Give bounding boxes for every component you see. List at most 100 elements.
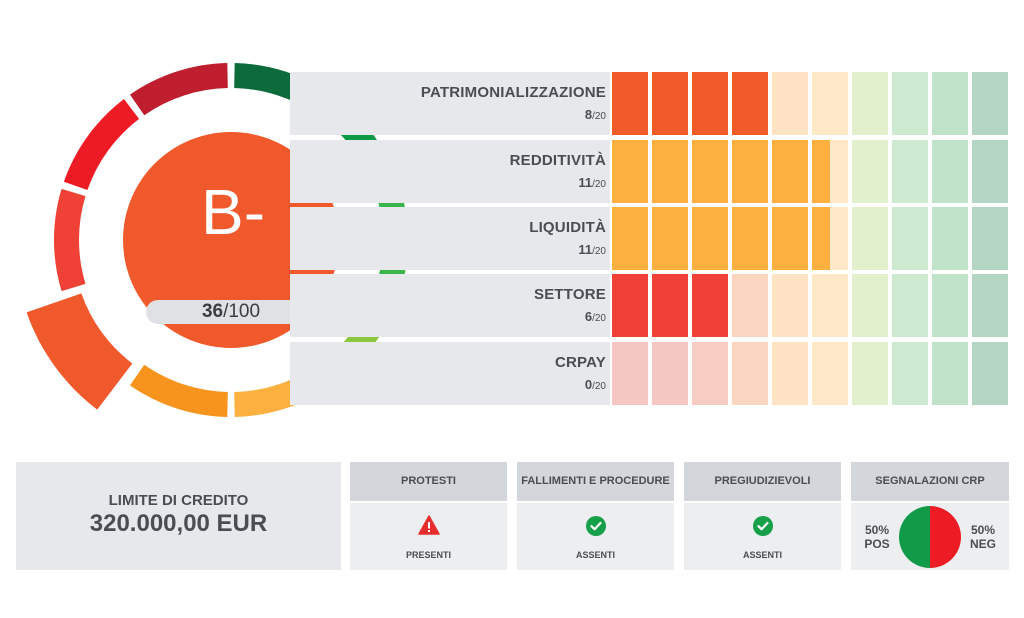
category-score-max: /20	[592, 313, 606, 324]
score-cell-fill	[652, 207, 688, 270]
card-title: SEGNALAZIONI CRP	[851, 462, 1009, 501]
score-cell	[612, 342, 648, 405]
card-title: FALLIMENTI E PROCEDURE	[517, 462, 674, 501]
category-score-value: 11	[578, 175, 593, 190]
card-title: PREGIUDIZIEVOLI	[684, 462, 841, 501]
category-score: 11/20	[510, 175, 606, 190]
score-cell	[932, 207, 968, 270]
card-status: ASSENTI	[742, 550, 782, 560]
gauge-segment	[53, 188, 86, 292]
category-name: LIQUIDITÀ	[529, 219, 606, 236]
crp-pos-label: POS	[864, 536, 890, 551]
category-score-max: /20	[592, 381, 606, 392]
score-cell	[932, 140, 968, 203]
score-cell-fill	[732, 207, 768, 270]
category-label: CRPAY 0/20	[555, 354, 606, 392]
score-cell	[852, 72, 888, 135]
rating-score-max: /100	[223, 301, 261, 322]
category-label: PATRIMONIALIZZAZIONE 8/20	[421, 84, 606, 122]
crp-pie-neg-slice	[930, 506, 961, 568]
category-row-bg	[290, 274, 610, 337]
crp-pos-pct: 50%	[864, 523, 890, 537]
score-cell	[892, 72, 928, 135]
score-cell-fill	[812, 140, 830, 203]
score-cell-fill	[812, 207, 830, 270]
score-cell	[892, 140, 928, 203]
score-cell-fill	[652, 72, 688, 135]
score-cell-fill	[692, 207, 728, 270]
warning-icon	[417, 515, 440, 535]
category-label: REDDITIVITÀ 11/20	[510, 152, 606, 190]
rating-score: 36/100	[146, 300, 316, 324]
grade-circle	[123, 132, 339, 348]
crp-pie-chart	[899, 506, 961, 568]
category-score-max: /20	[592, 111, 606, 122]
score-cell-fill	[612, 140, 648, 203]
category-score-max: /20	[592, 246, 606, 257]
score-cell-fill	[652, 274, 688, 337]
category-name: CRPAY	[554, 354, 606, 371]
score-cell	[772, 342, 808, 405]
check-icon	[752, 516, 773, 536]
credit-limit-label: LIMITE DI CREDITO	[108, 492, 249, 509]
score-cell	[972, 207, 1008, 270]
category-row-bg	[290, 207, 610, 270]
crp-neg-label: NEG	[969, 536, 996, 551]
score-cell	[892, 342, 928, 405]
rating-grade: B-	[201, 176, 265, 248]
category-score: 6/20	[534, 309, 606, 324]
score-cell	[852, 342, 888, 405]
card-title: PROTESTI	[350, 462, 507, 501]
score-cell-fill	[692, 274, 728, 337]
credit-limit-box: LIMITE DI CREDITO 320.000,00 EUR	[16, 462, 341, 570]
category-score-value: 11	[578, 242, 593, 257]
score-cell	[812, 274, 848, 337]
score-cell-fill	[612, 207, 648, 270]
category-name: PATRIMONIALIZZAZIONE	[420, 84, 606, 101]
score-cell-fill	[772, 207, 808, 270]
crp-pos: 50% POS	[859, 523, 895, 552]
score-cell	[892, 207, 928, 270]
category-row-bg	[290, 72, 610, 135]
category-name: REDDITIVITÀ	[509, 152, 606, 169]
score-cell-fill	[612, 72, 648, 135]
score-cell	[692, 342, 728, 405]
gauge-segment-active	[26, 293, 133, 410]
score-cell	[932, 274, 968, 337]
score-cell-fill	[652, 140, 688, 203]
score-cell	[852, 207, 888, 270]
category-score-value: 6	[584, 309, 593, 324]
card-protesti: PROTESTI PRESENTI	[350, 462, 507, 570]
card-status: PRESENTI	[405, 550, 451, 560]
category-row-bg	[290, 140, 610, 203]
check-icon	[585, 516, 606, 536]
category-score-max: /20	[592, 179, 606, 190]
score-cell	[892, 274, 928, 337]
gauge-segment	[129, 364, 228, 417]
score-cell	[852, 140, 888, 203]
category-label: SETTORE 6/20	[534, 286, 606, 324]
score-cell-fill	[732, 72, 768, 135]
score-cell	[972, 342, 1008, 405]
score-cell	[772, 72, 808, 135]
rating-score-value: 36	[201, 301, 224, 322]
score-cell	[812, 72, 848, 135]
gauge-segment	[129, 63, 228, 116]
score-cell-fill	[692, 140, 728, 203]
score-cell	[812, 342, 848, 405]
category-label: LIQUIDITÀ 11/20	[529, 219, 606, 257]
score-cell-fill	[732, 140, 768, 203]
score-cell	[852, 274, 888, 337]
crp-pie-pos-slice	[899, 506, 930, 568]
category-score: 8/20	[421, 107, 606, 122]
category-score-value: 0	[584, 377, 593, 392]
score-cell	[732, 274, 768, 337]
score-cell	[732, 342, 768, 405]
card-segnalazioni-crp: SEGNALAZIONI CRP 50% POS 50% NEG	[851, 462, 1009, 570]
card-fallimenti: FALLIMENTI E PROCEDURE ASSENTI	[517, 462, 674, 570]
card-status: ASSENTI	[575, 550, 615, 560]
score-cell	[772, 274, 808, 337]
score-cell	[652, 342, 688, 405]
category-score-value: 8	[584, 107, 593, 122]
gauge-segment	[63, 99, 140, 191]
